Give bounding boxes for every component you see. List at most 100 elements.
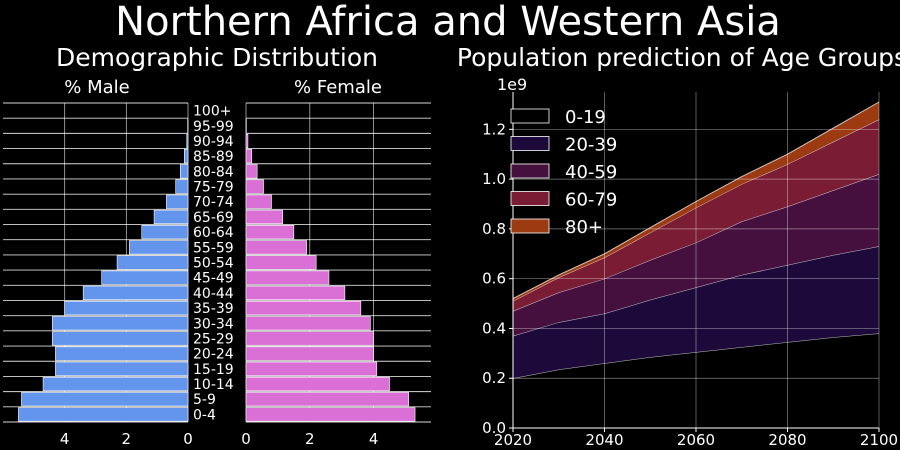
female-bar [245, 164, 258, 179]
area-x-tick-label: 2080 [768, 431, 806, 449]
area-y-tick-label: 0.4 [482, 319, 506, 337]
male-bar [55, 361, 189, 376]
male-bar [52, 331, 189, 346]
area-y-tick-label: 0.2 [482, 369, 506, 387]
female-bar [245, 407, 416, 422]
legend-swatch [510, 136, 550, 151]
age-group-label: 75-79 [193, 180, 234, 196]
legend-label: 60-79 [565, 190, 617, 211]
age-group-label: 50-54 [193, 256, 234, 272]
female-bar [245, 179, 264, 194]
female-bars [245, 118, 416, 422]
area-y-ticks: 0.0 0.2 0.4 0.6 0.8 1.0 1.2 [482, 120, 513, 437]
male-bar [141, 225, 189, 240]
female-bar [245, 255, 317, 270]
pyramid-title: Demographic Distribution [56, 43, 378, 72]
male-bar [186, 133, 189, 149]
area-x-ticks: 2020 2040 2060 2080 2100 [494, 428, 898, 449]
area-y-tick-label: 1.0 [482, 170, 506, 188]
female-bar [245, 209, 283, 225]
male-bar [184, 149, 189, 164]
area-legend: 0-19 20-39 40-59 60-79 80+ [510, 107, 617, 238]
male-bar [52, 316, 189, 331]
male-bar [179, 164, 189, 179]
area-chart-title: Population prediction of Age Groups [457, 43, 900, 72]
female-x-tick-label: 4 [369, 430, 379, 448]
area-y-tick-label: 0.8 [482, 220, 506, 238]
legend-swatch [510, 163, 550, 179]
age-group-label: 60-64 [193, 225, 234, 241]
male-bar [18, 407, 189, 422]
female-bar [245, 392, 409, 407]
age-group-label: 40-44 [193, 286, 234, 302]
female-axis-label: % Female [294, 77, 382, 98]
pyramid-chart: Demographic Distribution % Male % Female… [3, 43, 431, 448]
figure-title: Northern Africa and Western Asia [115, 0, 781, 45]
age-group-label: 45-49 [193, 271, 234, 287]
male-bar [129, 240, 189, 255]
male-bar [21, 392, 189, 407]
male-x-tick-label: 4 [60, 430, 70, 448]
age-group-label: 35-39 [193, 301, 234, 317]
male-x-tick-label: 0 [183, 430, 193, 448]
male-axis-label: % Male [64, 77, 129, 98]
area-y-tick-label: 0.6 [482, 270, 506, 288]
area-x-tick-label: 2020 [494, 431, 532, 449]
female-bar [245, 194, 272, 209]
female-bar [245, 331, 374, 346]
area-x-tick-label: 2100 [860, 431, 898, 449]
age-group-label: 25-29 [193, 331, 234, 347]
legend-label: 40-59 [565, 162, 617, 183]
male-gridlines [3, 102, 189, 423]
female-bar [245, 285, 346, 300]
age-group-label: 10-14 [193, 377, 234, 393]
legend-swatch [510, 108, 550, 124]
age-group-label: 80-84 [193, 164, 234, 180]
legend-label: 20-39 [565, 135, 617, 156]
age-group-labels: 0-45-910-1415-1920-2425-2930-3435-3940-4… [193, 104, 234, 424]
area-y-tick-label: 0.0 [482, 419, 506, 437]
age-group-label: 65-69 [193, 210, 234, 226]
male-bar [82, 285, 189, 300]
legend-label: 0-19 [565, 107, 606, 128]
female-bar [245, 149, 253, 164]
area-x-tick-label: 2040 [585, 431, 623, 449]
male-bars [18, 118, 189, 422]
female-bar [245, 376, 390, 392]
male-x-tick-label: 2 [122, 430, 132, 448]
female-bar [245, 225, 295, 240]
female-gridlines [245, 102, 431, 423]
area-x-tick-label: 2060 [677, 431, 715, 449]
female-bar [245, 361, 378, 376]
male-bar [101, 270, 189, 285]
area-y-tick-label: 1.2 [482, 120, 506, 138]
age-group-label: 70-74 [193, 195, 234, 211]
y-offset-label: 1e9 [497, 75, 527, 94]
female-bar [245, 133, 249, 149]
legend-label: 80+ [565, 217, 603, 238]
female-bar [245, 270, 330, 285]
legend-swatch [510, 218, 550, 234]
age-group-label: 30-34 [193, 316, 234, 332]
male-bar [175, 179, 189, 194]
male-bar [116, 255, 189, 270]
age-group-label: 90-94 [193, 134, 234, 150]
age-group-label: 100+ [193, 104, 231, 120]
female-bar [245, 346, 374, 361]
age-group-label: 55-59 [193, 240, 234, 256]
male-bar [55, 346, 189, 361]
male-bar [153, 209, 189, 225]
age-group-label: 20-24 [193, 347, 234, 363]
female-bar [245, 300, 362, 316]
male-bar [42, 376, 189, 392]
age-group-label: 85-89 [193, 149, 234, 165]
age-group-label: 0-4 [193, 407, 216, 423]
age-group-label: 95-99 [193, 119, 234, 135]
male-x-ticks: 4 2 0 [60, 430, 193, 448]
female-x-tick-label: 0 [241, 430, 251, 448]
legend-swatch [510, 191, 550, 206]
age-group-label: 5-9 [193, 392, 216, 408]
female-x-ticks: 0 2 4 [241, 430, 378, 448]
area-chart: Population prediction of Age Groups 1e9 … [457, 43, 900, 449]
